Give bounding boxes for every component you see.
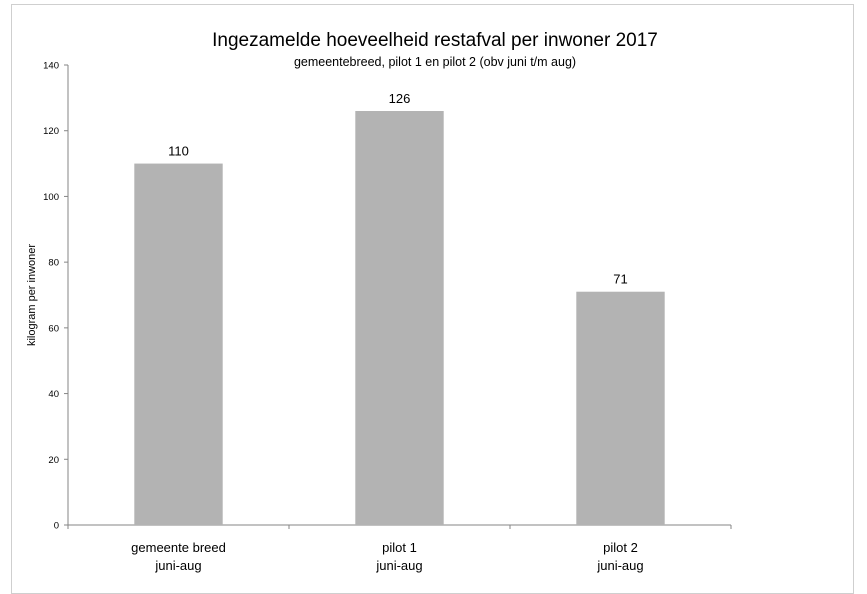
category-label: gemeente breed [131,540,226,555]
category-label: juni-aug [596,558,643,573]
bar [134,163,223,526]
category-label: juni-aug [154,558,201,573]
y-tick-label: 80 [48,258,59,269]
category-label: pilot 1 [382,540,417,555]
y-tick-label: 140 [43,61,59,72]
y-axis-label: kilogram per inwoner [26,244,38,346]
y-tick-label: 60 [48,323,59,334]
y-tick-label: 0 [54,521,59,532]
category-label: juni-aug [375,558,422,573]
bar-chart: Ingezamelde hoeveelheid restafval per in… [26,30,732,573]
chart-subtitle: gemeentebreed, pilot 1 en pilot 2 (obv j… [294,55,576,69]
y-tick-label: 20 [48,455,59,466]
category-label: pilot 2 [603,540,638,555]
data-label: 71 [613,272,627,287]
y-tick-label: 40 [48,389,59,400]
data-label: 126 [389,91,411,106]
y-tick-label: 120 [43,126,59,137]
chart-title: Ingezamelde hoeveelheid restafval per in… [212,30,658,51]
bar [355,111,444,525]
bar [576,291,665,525]
data-label: 110 [168,144,189,159]
y-tick-label: 100 [43,192,59,203]
